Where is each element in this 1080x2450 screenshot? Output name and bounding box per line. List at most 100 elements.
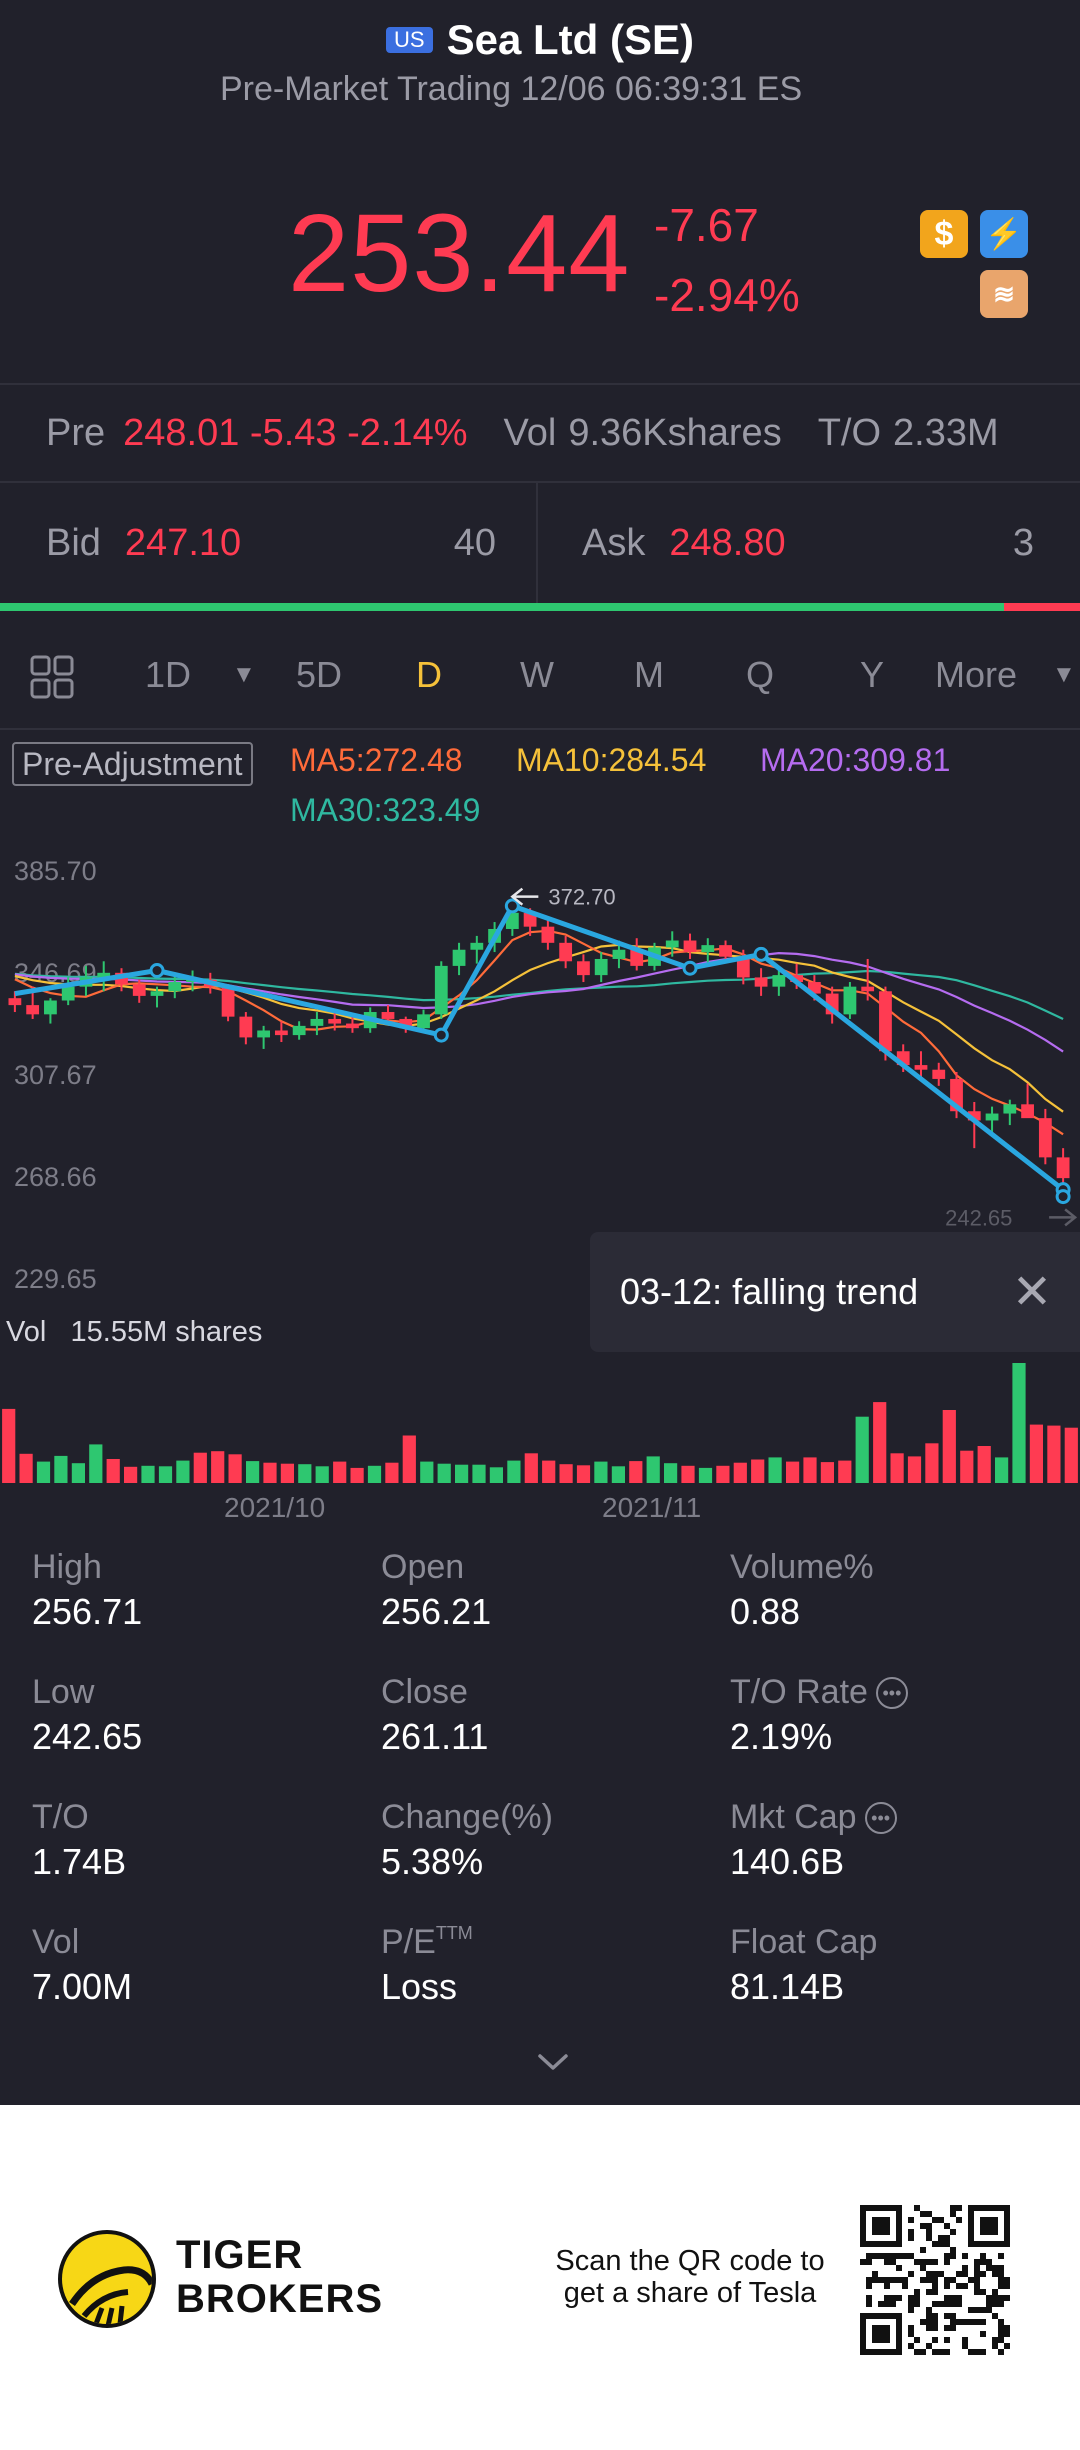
qr-module xyxy=(932,2313,938,2319)
candlestick-chart[interactable]: 372.70 242.65 xyxy=(0,860,1080,1260)
candle-body xyxy=(434,965,448,1015)
qr-module xyxy=(950,2205,956,2211)
tab-q[interactable]: Q xyxy=(746,654,775,695)
candle-body xyxy=(292,1025,306,1036)
qr-module xyxy=(920,2349,926,2355)
metric-value: 1.74B xyxy=(32,1841,127,1882)
y-tick-label: 385.70 xyxy=(14,856,97,886)
ask-price: 248.80 xyxy=(669,521,786,564)
page-title: Sea Ltd (SE) xyxy=(446,16,694,63)
volume-bar xyxy=(228,1454,242,1483)
qr-module xyxy=(908,2229,914,2235)
qr-module xyxy=(926,2325,932,2331)
volume-label: Vol 15.55M shares xyxy=(6,1316,262,1349)
qr-module xyxy=(968,2307,974,2313)
qr-module xyxy=(926,2289,932,2295)
expand-chevron-icon[interactable] xyxy=(528,2042,578,2082)
qr-module xyxy=(920,2319,926,2325)
qr-module xyxy=(1004,2277,1010,2283)
qr-module xyxy=(908,2217,914,2223)
metric-high: High 256.71 xyxy=(32,1548,142,1633)
volume-bar xyxy=(367,1465,382,1483)
volume-bar xyxy=(71,1463,85,1483)
candle-body xyxy=(1038,1118,1052,1158)
adjustment-toggle[interactable]: Pre-Adjustment xyxy=(12,742,253,786)
metric-change-percent: Change(%) 5.38% xyxy=(381,1798,553,1883)
tab-d[interactable]: D xyxy=(416,654,442,695)
metric-label-superscript: TTM xyxy=(435,1923,473,1943)
volume-chart[interactable] xyxy=(0,1355,1080,1485)
qr-module xyxy=(944,2295,950,2301)
qr-code-icon[interactable] xyxy=(860,2205,1010,2355)
tab-1d[interactable]: 1D xyxy=(145,654,192,695)
qr-module xyxy=(992,2295,998,2301)
qr-module xyxy=(974,2319,980,2325)
chevron-down-icon[interactable]: ▼ xyxy=(1052,661,1076,688)
volume-bar xyxy=(542,1460,556,1483)
trend-pivot xyxy=(682,960,698,976)
candle-body xyxy=(577,961,590,976)
qr-module xyxy=(914,2259,920,2265)
premarket-stats: Pre 248.01 -5.43 -2.14% Vol 9.36Kshares … xyxy=(0,385,1080,481)
qr-module xyxy=(920,2211,926,2217)
tab-m[interactable]: M xyxy=(634,654,664,695)
volume-bar xyxy=(995,1457,1009,1483)
qr-module xyxy=(926,2235,932,2241)
trading-status: Pre-Market Trading 12/06 06:39:31 ES xyxy=(220,70,803,108)
qr-module xyxy=(926,2343,932,2349)
qr-module xyxy=(902,2277,908,2283)
qr-module xyxy=(944,2223,950,2229)
qr-module xyxy=(872,2253,878,2259)
metric-float-cap: Float Cap 81.14B xyxy=(730,1923,877,2008)
vol-label: Vol xyxy=(503,411,557,454)
volume-bar xyxy=(1012,1363,1026,1483)
qr-module xyxy=(926,2307,932,2313)
close-icon[interactable]: ✕ xyxy=(1011,1264,1053,1320)
qr-module xyxy=(950,2295,956,2301)
qr-module xyxy=(938,2217,944,2223)
qr-module xyxy=(962,2337,968,2343)
qr-module xyxy=(992,2337,998,2343)
qr-module xyxy=(866,2277,872,2283)
candle-body xyxy=(274,1030,288,1036)
volume-value: 15.55M shares xyxy=(70,1316,263,1348)
grid-icon[interactable] xyxy=(30,655,74,699)
qr-module xyxy=(890,2295,896,2301)
qr-module xyxy=(950,2301,956,2307)
layers-icon[interactable]: ≋ xyxy=(980,270,1028,318)
qr-module xyxy=(980,2349,986,2355)
metric-value: 242.65 xyxy=(32,1716,143,1757)
tab-more[interactable]: More xyxy=(935,654,1018,695)
chevron-down-icon[interactable]: ▼ xyxy=(232,661,256,688)
candle-body xyxy=(1003,1104,1017,1114)
candle-body xyxy=(150,991,164,996)
qr-module xyxy=(914,2349,920,2355)
pattern-tooltip[interactable]: 03-12: falling trend ✕ xyxy=(590,1232,1080,1352)
qr-module xyxy=(938,2349,944,2355)
volume-bar xyxy=(263,1462,277,1483)
price-change-percent: -2.94% xyxy=(654,269,800,321)
candle-body xyxy=(310,1018,324,1026)
metric-label: High xyxy=(32,1548,102,1586)
volume-bar xyxy=(524,1453,538,1483)
divider xyxy=(0,728,1080,730)
qr-module xyxy=(944,2253,950,2259)
tab-y[interactable]: Y xyxy=(860,654,885,695)
lightning-icon[interactable]: ⚡ xyxy=(980,210,1028,258)
metric-label: Close xyxy=(381,1673,468,1711)
volume-bar xyxy=(611,1466,625,1483)
ma5-label: MA5:272.48 xyxy=(290,742,463,778)
tab-5d[interactable]: 5D xyxy=(296,654,343,695)
volume-bar xyxy=(455,1464,469,1483)
qr-module xyxy=(956,2205,962,2211)
tab-w[interactable]: W xyxy=(520,654,554,695)
qr-module xyxy=(932,2301,938,2307)
bid-price: 247.10 xyxy=(124,521,242,564)
more-info-icon[interactable]: ••• xyxy=(864,1801,897,1834)
qr-module xyxy=(914,2289,920,2295)
brand-line: BROKERS xyxy=(176,2277,384,2321)
more-info-icon[interactable]: ••• xyxy=(875,1676,908,1709)
metric-low: Low 242.65 xyxy=(32,1673,142,1758)
dollar-icon[interactable]: $ xyxy=(920,210,968,258)
volume-bar xyxy=(507,1460,521,1483)
